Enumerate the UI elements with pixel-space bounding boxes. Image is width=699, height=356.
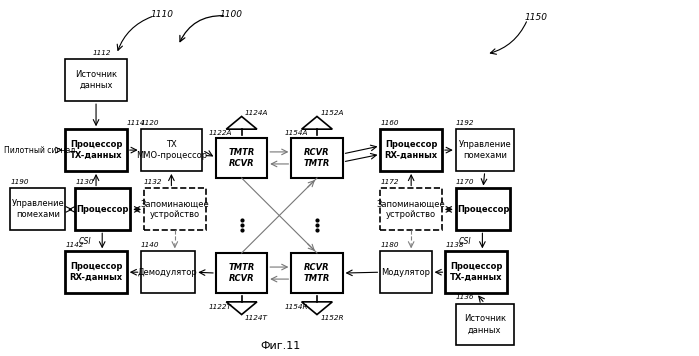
FancyBboxPatch shape bbox=[10, 188, 65, 230]
Text: Процессор: Процессор bbox=[77, 205, 129, 214]
Text: Источник
данных: Источник данных bbox=[463, 314, 506, 335]
Text: 1160: 1160 bbox=[380, 120, 399, 126]
Text: Управление
помехами: Управление помехами bbox=[11, 199, 64, 219]
Text: 1142: 1142 bbox=[65, 242, 84, 248]
Text: TMTR
RCVR: TMTR RCVR bbox=[229, 148, 255, 168]
Text: CSI: CSI bbox=[79, 237, 92, 246]
Text: 1110: 1110 bbox=[151, 10, 174, 19]
Text: 1190: 1190 bbox=[10, 179, 29, 185]
FancyBboxPatch shape bbox=[140, 251, 196, 293]
FancyBboxPatch shape bbox=[75, 188, 130, 230]
Text: Процессор
RX-данных: Процессор RX-данных bbox=[384, 140, 438, 160]
FancyBboxPatch shape bbox=[65, 129, 127, 171]
Text: Модулятор: Модулятор bbox=[382, 268, 431, 277]
FancyBboxPatch shape bbox=[216, 138, 267, 178]
Text: 1124A: 1124A bbox=[245, 110, 268, 116]
Text: 1132: 1132 bbox=[144, 179, 162, 185]
Text: 1124T: 1124T bbox=[245, 315, 268, 321]
Text: Запоминающее
устройство: Запоминающее устройство bbox=[140, 199, 209, 219]
Text: Пилотный сигнал: Пилотный сигнал bbox=[3, 146, 75, 155]
FancyBboxPatch shape bbox=[291, 138, 343, 178]
FancyBboxPatch shape bbox=[380, 188, 442, 230]
FancyBboxPatch shape bbox=[380, 251, 432, 293]
FancyBboxPatch shape bbox=[144, 188, 206, 230]
Text: 1180: 1180 bbox=[380, 242, 399, 248]
Text: TX
MMO-процессор: TX MMO-процессор bbox=[136, 140, 207, 160]
Text: 1112: 1112 bbox=[92, 50, 111, 56]
Text: 1192: 1192 bbox=[456, 120, 474, 126]
Text: RCVR
TMTR: RCVR TMTR bbox=[304, 148, 330, 168]
Text: 1154R: 1154R bbox=[284, 304, 308, 310]
Text: Процессор: Процессор bbox=[457, 205, 510, 214]
Text: 1140: 1140 bbox=[140, 242, 159, 248]
Text: 1120: 1120 bbox=[140, 120, 159, 126]
FancyBboxPatch shape bbox=[456, 129, 514, 171]
FancyBboxPatch shape bbox=[380, 129, 442, 171]
Text: Демодулятор: Демодулятор bbox=[138, 268, 198, 277]
Text: 1172: 1172 bbox=[380, 179, 399, 185]
Text: 1122A: 1122A bbox=[209, 130, 233, 136]
Text: 1154A: 1154A bbox=[284, 130, 308, 136]
FancyBboxPatch shape bbox=[140, 129, 202, 171]
FancyBboxPatch shape bbox=[456, 188, 510, 230]
Text: TMTR
RCVR: TMTR RCVR bbox=[229, 263, 255, 283]
Text: Запоминающее
устройство: Запоминающее устройство bbox=[377, 199, 445, 219]
Text: RCVR
TMTR: RCVR TMTR bbox=[304, 263, 330, 283]
Text: 1100: 1100 bbox=[219, 10, 243, 19]
FancyBboxPatch shape bbox=[291, 253, 343, 293]
Text: 1136: 1136 bbox=[456, 294, 474, 300]
FancyBboxPatch shape bbox=[456, 304, 514, 345]
Text: Управление
помехами: Управление помехами bbox=[459, 140, 511, 160]
FancyBboxPatch shape bbox=[445, 251, 507, 293]
Text: Процессор
RX-данных: Процессор RX-данных bbox=[69, 262, 122, 282]
Text: 1122T: 1122T bbox=[209, 304, 232, 310]
Text: 1150: 1150 bbox=[524, 13, 547, 22]
FancyBboxPatch shape bbox=[65, 59, 127, 101]
Text: 1170: 1170 bbox=[456, 179, 474, 185]
FancyBboxPatch shape bbox=[216, 253, 267, 293]
Text: CSI: CSI bbox=[459, 237, 472, 246]
FancyBboxPatch shape bbox=[65, 251, 127, 293]
Text: Фиг.11: Фиг.11 bbox=[261, 341, 301, 351]
Text: Процессор
TX-данных: Процессор TX-данных bbox=[450, 262, 503, 282]
Text: Источник
данных: Источник данных bbox=[75, 70, 117, 90]
Text: Процессор
TX-данных: Процессор TX-данных bbox=[70, 140, 122, 160]
Text: 1130: 1130 bbox=[75, 179, 94, 185]
Text: 1114: 1114 bbox=[127, 120, 145, 126]
Text: 1152R: 1152R bbox=[320, 315, 344, 321]
Text: 1138: 1138 bbox=[445, 242, 464, 248]
Text: 1152A: 1152A bbox=[320, 110, 344, 116]
